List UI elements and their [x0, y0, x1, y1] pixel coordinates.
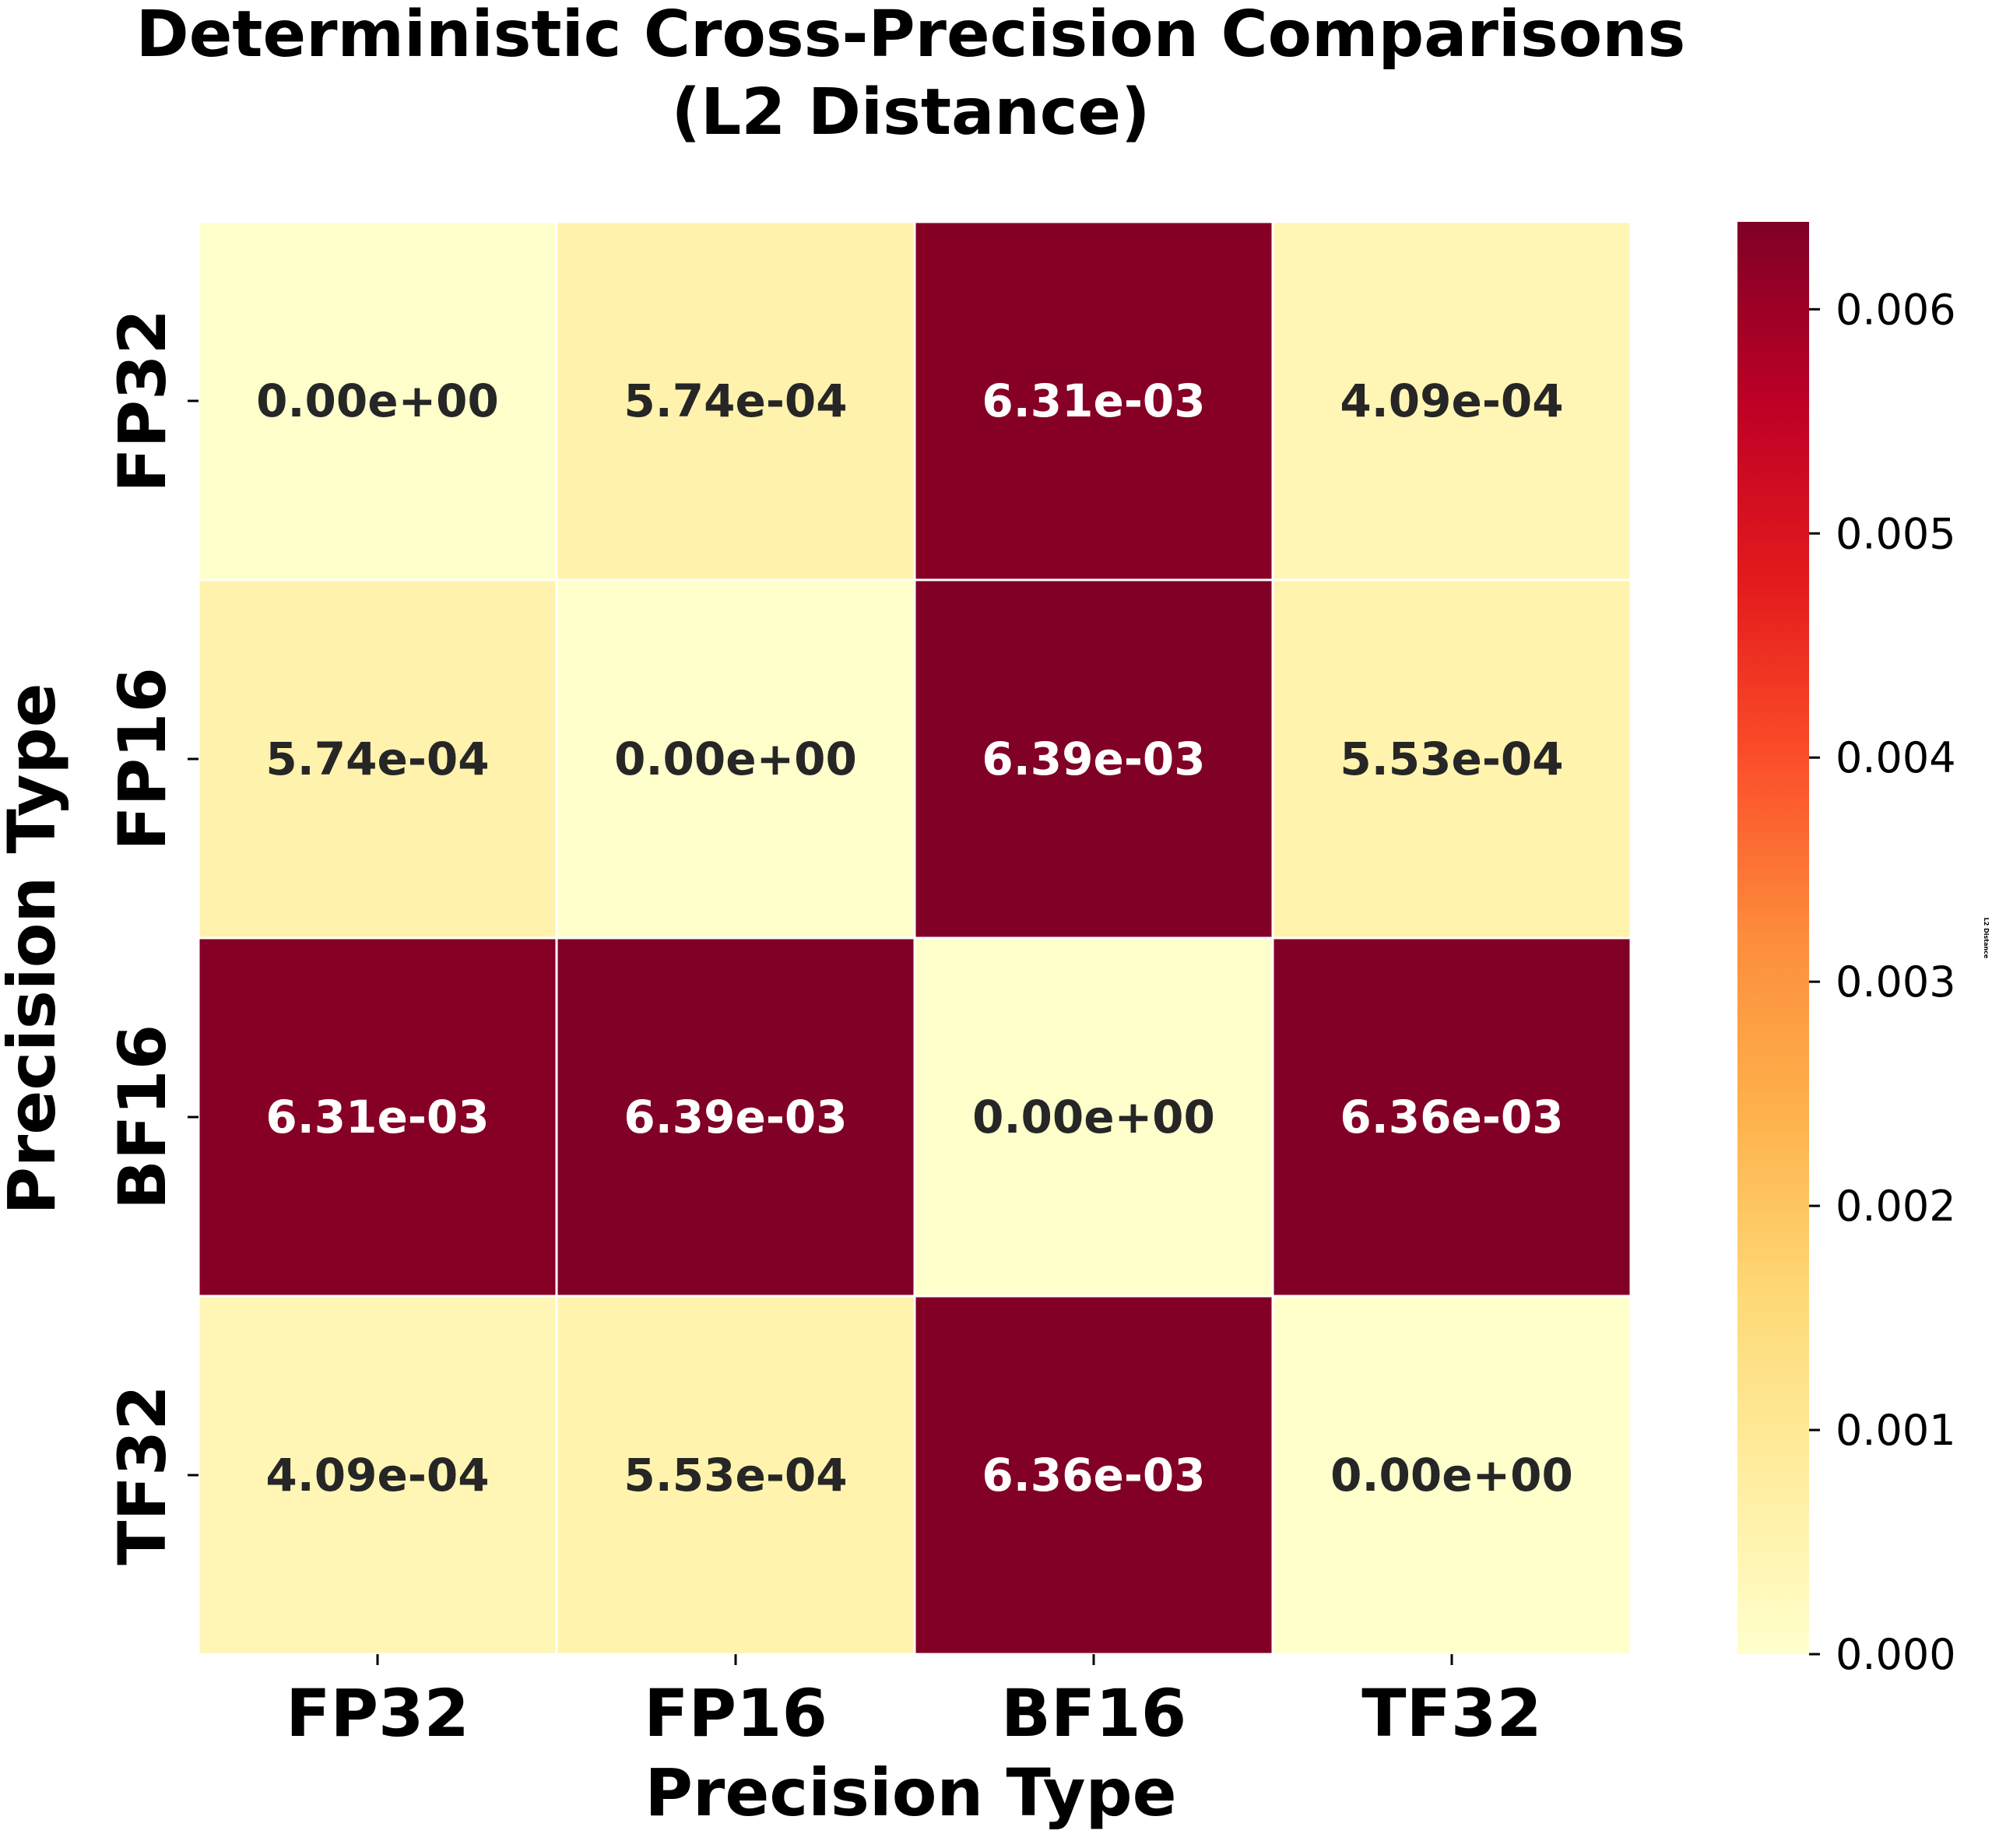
- x-tick-label: FP16: [644, 1675, 827, 1751]
- y-tick-label: FP32: [104, 309, 181, 493]
- heatmap-cell: [555, 220, 916, 581]
- colorbar-label: L2 Distance: [1983, 918, 1990, 959]
- colorbar-tick-label: 0.004: [1836, 733, 1956, 782]
- heatmap-cell: [555, 1295, 916, 1656]
- x-tick-label: BF16: [1001, 1675, 1186, 1751]
- heatmap-cell: [913, 1295, 1274, 1656]
- y-axis-label: Precision Type: [0, 683, 70, 1214]
- x-tick-label: TF32: [1361, 1675, 1542, 1751]
- colorbar-tick-label: 0.005: [1836, 509, 1956, 558]
- heatmap-cell: [913, 578, 1274, 940]
- heatmap-cell-label: 5.74e-04: [624, 374, 847, 427]
- heatmap-cell-label: 6.39e-03: [982, 733, 1205, 785]
- heatmap-cells: [197, 220, 1632, 1656]
- heatmap-cell-labels: 0.00e+00 5.74e-04 6.31e-03 4.09e-04 5.74e-04…: [256, 374, 1573, 1502]
- heatmap-cell: [555, 936, 916, 1298]
- y-tick-label: BF16: [104, 1024, 181, 1210]
- x-tick-label: FP32: [286, 1675, 469, 1751]
- heatmap-cell: [1271, 936, 1632, 1298]
- colorbar: [1737, 222, 1809, 1654]
- chart-title-line-2: (L2 Distance): [672, 76, 1151, 149]
- heatmap-cell-label: 5.74e-04: [265, 733, 489, 785]
- heatmap-cell-label: 6.36e-03: [1340, 1091, 1563, 1144]
- heatmap-cell: [555, 578, 916, 940]
- colorbar-tick-label: 0.001: [1836, 1406, 1956, 1455]
- y-tick-label: TF32: [104, 1385, 181, 1565]
- heatmap-cell-label: 4.09e-04: [265, 1449, 489, 1502]
- heatmap-cell-label: 0.00e+00: [1330, 1449, 1573, 1502]
- colorbar-tick-label: 0.006: [1836, 285, 1956, 334]
- heatmap-cell: [197, 578, 558, 940]
- heatmap-cell: [197, 1295, 558, 1656]
- heatmap-cell-label: 6.39e-03: [624, 1091, 847, 1144]
- heatmap-cell-label: 6.31e-03: [265, 1091, 489, 1144]
- heatmap-cell: [1271, 1295, 1632, 1656]
- colorbar-ticks: 0.000 0.001 0.002 0.003 0.004 0.005 0.006: [1809, 285, 1956, 1679]
- y-axis-ticks: FP32 FP16 BF16 TF32: [104, 309, 198, 1565]
- heatmap-cell: [1271, 220, 1632, 581]
- heatmap-cell-label: 0.00e+00: [256, 374, 499, 427]
- colorbar-tick-label: 0.000: [1836, 1630, 1956, 1679]
- x-axis-label: Precision Type: [645, 1755, 1176, 1831]
- heatmap-cell-label: 0.00e+00: [972, 1091, 1215, 1144]
- heatmap-cell-label: 5.53e-04: [624, 1449, 847, 1502]
- heatmap-cell: [197, 220, 558, 581]
- heatmap-cell-label: 4.09e-04: [1340, 374, 1563, 427]
- y-tick-label: FP16: [104, 667, 181, 851]
- heatmap-cell: [913, 220, 1274, 581]
- chart-title-line-1: Deterministic Cross-Precision Comparison…: [136, 0, 1686, 72]
- x-axis-ticks: FP32 FP16 BF16 TF32: [286, 1654, 1542, 1751]
- heatmap-cell-label: 6.31e-03: [982, 374, 1205, 427]
- heatmap-cell-label: 5.53e-04: [1340, 733, 1563, 785]
- heatmap-cell: [1271, 578, 1632, 940]
- heatmap-cell-label: 0.00e+00: [614, 733, 857, 785]
- colorbar-tick-label: 0.003: [1836, 957, 1956, 1007]
- colorbar-tick-label: 0.002: [1836, 1182, 1956, 1231]
- heatmap-cell-label: 6.36e-03: [982, 1449, 1205, 1502]
